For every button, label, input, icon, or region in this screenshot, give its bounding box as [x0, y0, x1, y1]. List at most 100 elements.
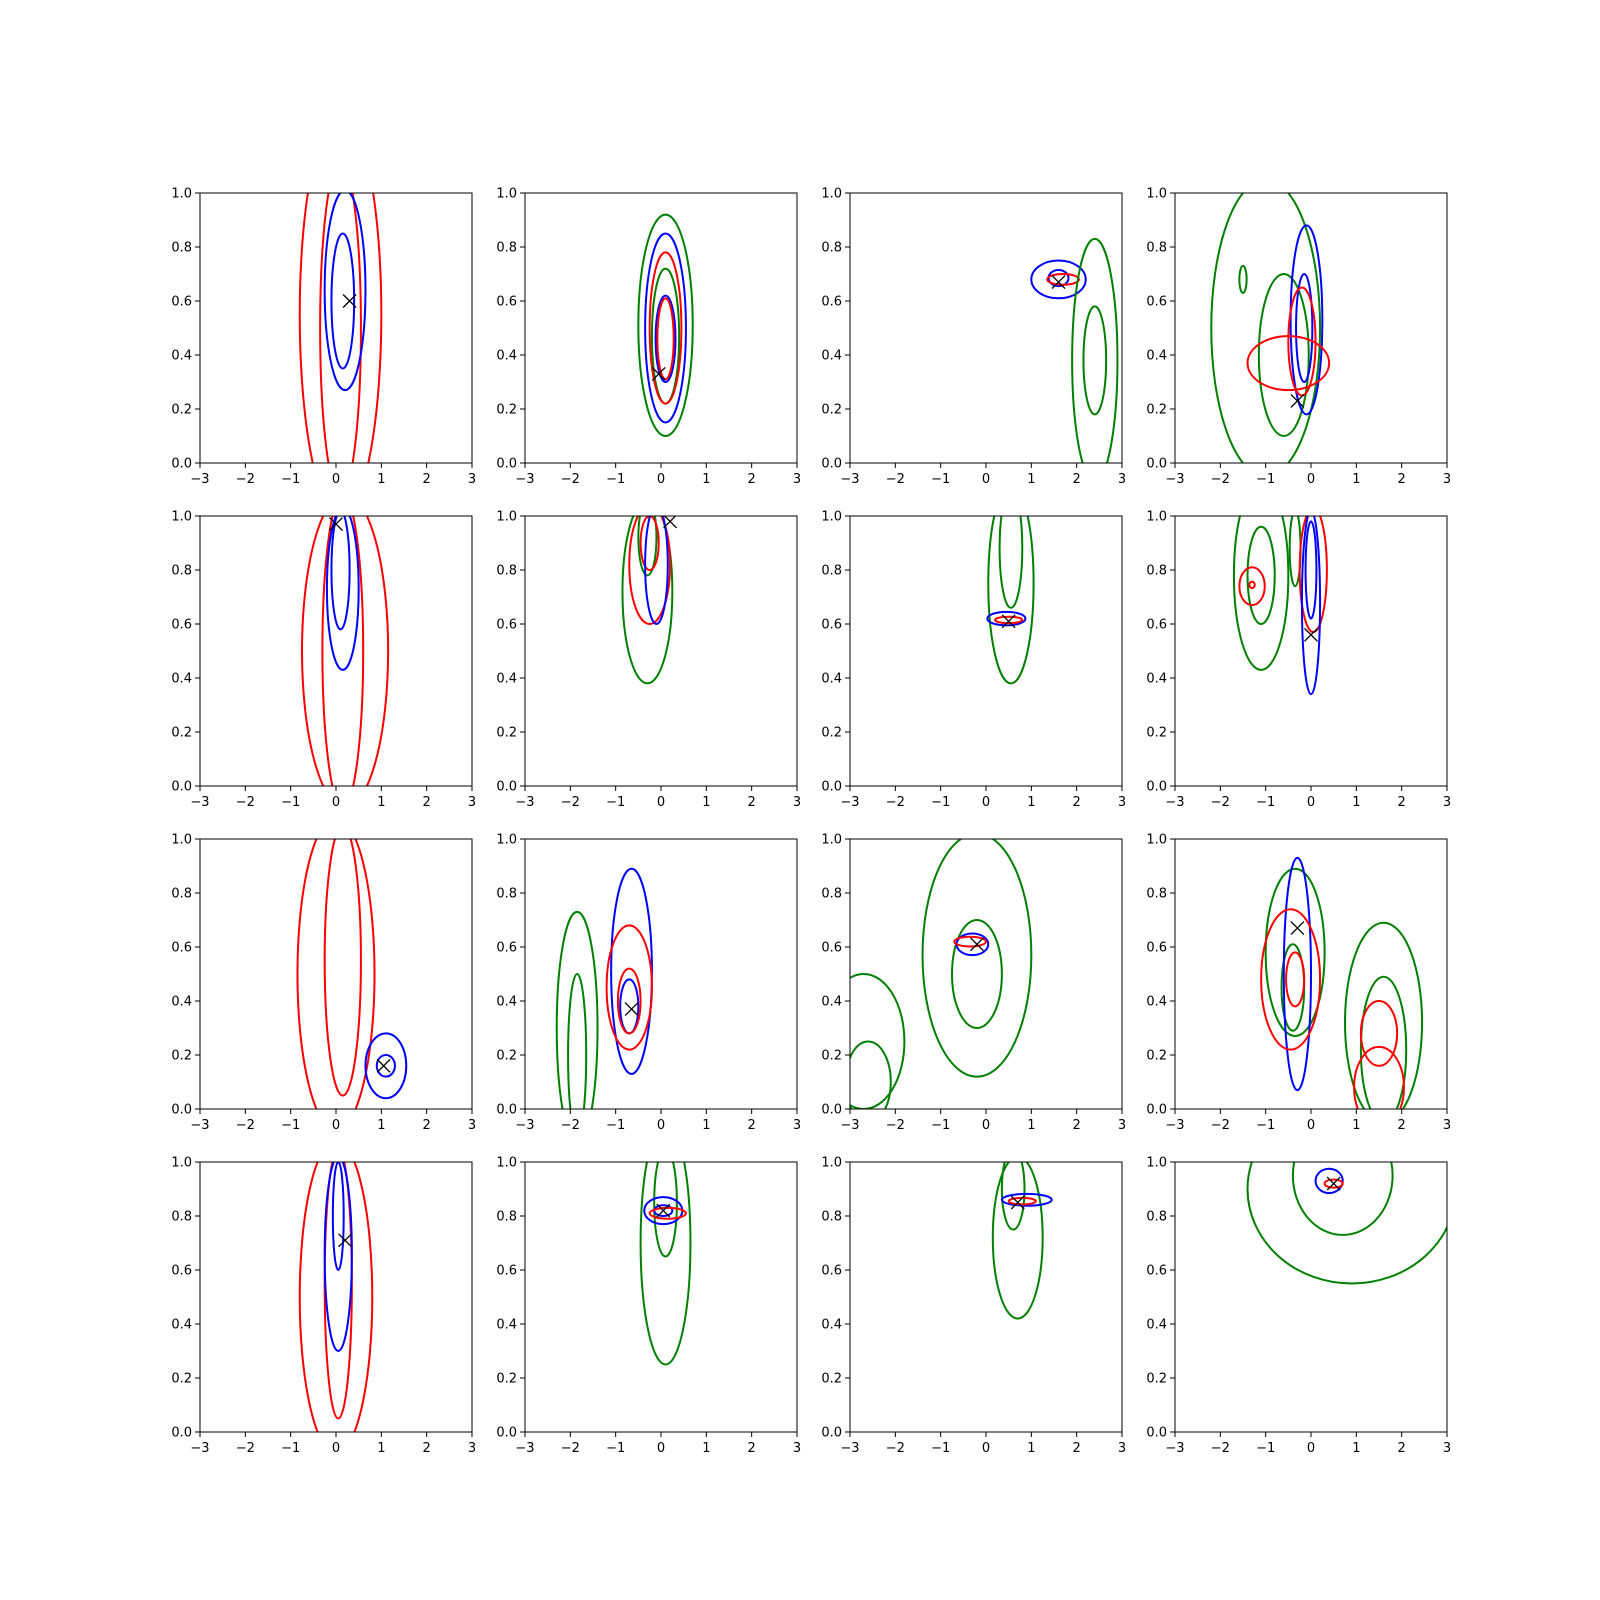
x-tick-label: 1: [1352, 472, 1360, 487]
x-tick-label: 0: [332, 1441, 340, 1456]
y-tick-label: 0.4: [496, 349, 517, 364]
green-contour-1: [991, 1162, 1044, 1320]
y-tick-label: 0.8: [171, 1210, 192, 1225]
blue-contour-3: [323, 1162, 353, 1352]
y-tick-label: 0.0: [1146, 780, 1167, 795]
plot-area: [621, 516, 678, 685]
x-tick-label: −2: [886, 795, 905, 810]
x-tick-label: −1: [606, 472, 625, 487]
y-tick-label: 0.0: [171, 780, 192, 795]
y-tick-label: 0.4: [496, 1318, 517, 1333]
x-tick-label: −3: [840, 1441, 859, 1456]
y-tick-label: 0.6: [821, 941, 842, 956]
y-tick-label: 0.2: [821, 1049, 842, 1064]
y-tick-label: 0.4: [1146, 1318, 1167, 1333]
green-contour-5: [1082, 305, 1108, 416]
x-tick-label: 0: [982, 795, 990, 810]
x-tick-label: 3: [1443, 472, 1451, 487]
green-contour-1: [1232, 516, 1290, 671]
green-contour-2: [1257, 273, 1310, 437]
x-tick-label: 3: [793, 1118, 801, 1133]
x-tick-label: 0: [1307, 472, 1315, 487]
blue-contour-3: [644, 232, 687, 424]
plot-area: [1030, 237, 1119, 463]
green-contour-1: [1210, 193, 1322, 463]
y-tick-label: 0.0: [821, 1103, 842, 1118]
y-tick-label: 0.4: [1146, 349, 1167, 364]
green-contour-4: [1359, 975, 1408, 1109]
axes-frame: [199, 838, 473, 1110]
x-tick-label: −2: [561, 1441, 580, 1456]
blue-contour-3: [610, 867, 653, 1075]
x-tick-label: −1: [1256, 1118, 1275, 1133]
y-tick-label: 1.0: [821, 1156, 842, 1171]
y-tick-label: 0.2: [171, 726, 192, 741]
x-tick-label: 1: [1352, 1441, 1360, 1456]
y-tick-label: 1.0: [171, 1156, 192, 1171]
x-tick-label: 0: [332, 472, 340, 487]
green-contour-4: [1071, 237, 1119, 463]
axes-frame: [524, 1161, 798, 1433]
y-tick-label: 0.6: [1146, 618, 1167, 633]
x-tick-label: −1: [1256, 472, 1275, 487]
x-tick-label: −1: [606, 1441, 625, 1456]
y-tick-label: 0.2: [496, 1049, 517, 1064]
x-tick-label: 2: [1398, 1118, 1406, 1133]
y-tick-label: 0.8: [1146, 887, 1167, 902]
y-tick-label: 0.6: [496, 295, 517, 310]
x-tick-label: −3: [840, 472, 859, 487]
x-tick-label: 3: [1443, 1441, 1451, 1456]
x-tick-label: 3: [1118, 1118, 1126, 1133]
x-tick-label: 1: [702, 1118, 710, 1133]
x-tick-label: 0: [1307, 1118, 1315, 1133]
x-tick-label: 0: [332, 1118, 340, 1133]
x-tick-label: −1: [1256, 1441, 1275, 1456]
blue-contour-4: [330, 232, 356, 370]
y-tick-label: 0.8: [171, 241, 192, 256]
subplot-16: −3 −2 −1 0 1 2 3 0.0 0.2 0.4 0.6 0.8 1.0: [1146, 1156, 1451, 1457]
red-contour-4: [639, 516, 660, 571]
blue-contour-3: [323, 193, 367, 392]
axes-frame: [199, 1161, 473, 1433]
x-tick-label: 0: [982, 1441, 990, 1456]
plot-area: [637, 213, 694, 437]
green-contour-2: [998, 516, 1024, 609]
x-tick-label: 1: [377, 1441, 385, 1456]
y-tick-label: 0.4: [171, 995, 192, 1010]
axes-frame: [524, 192, 798, 464]
y-tick-label: 0.6: [1146, 941, 1167, 956]
red-contour-5: [605, 924, 653, 1051]
x-tick-label: 2: [1073, 795, 1081, 810]
x-marker: [1304, 627, 1318, 642]
y-tick-label: 0.0: [171, 1103, 192, 1118]
blue-contour-5: [1282, 856, 1313, 1092]
x-tick-label: 3: [468, 472, 476, 487]
x-tick-label: −2: [886, 472, 905, 487]
subplot-6: −3 −2 −1 0 1 2 3 0.0 0.2 0.4 0.6 0.8 1.0: [496, 510, 801, 811]
x-tick-label: −1: [1256, 795, 1275, 810]
x-tick-label: −3: [1165, 1441, 1184, 1456]
blue-contour-4: [331, 1162, 345, 1271]
y-tick-label: 0.2: [821, 726, 842, 741]
green-contour-1: [921, 839, 1033, 1078]
subplot-8: −3 −2 −1 0 1 2 3 0.0 0.2 0.4 0.6 0.8 1.0: [1146, 510, 1451, 811]
y-tick-label: 0.2: [1146, 1372, 1167, 1387]
axes-frame: [524, 838, 798, 1110]
y-tick-label: 0.8: [821, 241, 842, 256]
y-tick-label: 0.0: [821, 457, 842, 472]
red-contour-4: [1323, 1178, 1344, 1189]
green-contour-1: [1246, 1162, 1447, 1285]
green-contour-2: [1000, 1162, 1026, 1231]
y-tick-label: 0.8: [1146, 241, 1167, 256]
plot-area: [1246, 1162, 1447, 1285]
y-tick-label: 0.8: [496, 887, 517, 902]
x-tick-label: 0: [982, 472, 990, 487]
x-marker: [969, 937, 984, 952]
x-tick-label: −3: [190, 795, 209, 810]
y-tick-label: 0.0: [496, 1103, 517, 1118]
subplot-1: −3 −2 −1 0 1 2 3 0.0 0.2 0.4 0.6 0.8 1.0: [171, 187, 476, 488]
y-tick-label: 1.0: [496, 833, 517, 848]
x-tick-label: −2: [561, 1118, 580, 1133]
x-tick-label: −3: [515, 1118, 534, 1133]
